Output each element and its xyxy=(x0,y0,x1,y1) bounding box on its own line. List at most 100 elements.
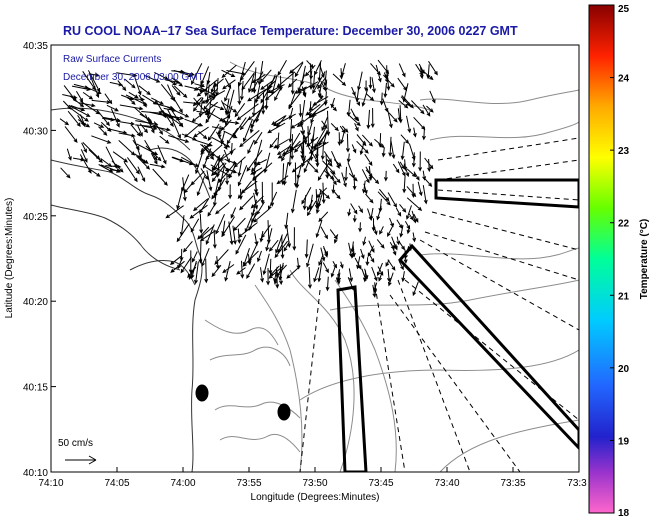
y-axis-ticks: 40:35 40:30 40:25 40:20 40:15 40:10 xyxy=(23,41,56,479)
current-vector-arrow xyxy=(66,148,72,161)
current-vector-arrow xyxy=(411,152,416,168)
current-vector-arrow xyxy=(278,262,284,281)
current-vector-arrow xyxy=(201,144,215,161)
current-vector-arrow xyxy=(274,240,288,259)
colorbar-label: Temperature (°C) xyxy=(639,219,650,300)
current-vector-arrow xyxy=(404,221,411,230)
current-vector-arrow xyxy=(162,109,174,128)
current-vector-arrow xyxy=(335,269,341,283)
current-vector-arrow xyxy=(339,125,346,134)
current-vector-arrow xyxy=(419,66,424,80)
current-vector-arrow xyxy=(153,121,164,135)
current-vector-arrow xyxy=(332,73,347,86)
current-vector-arrow xyxy=(167,109,174,121)
current-vector-arrow xyxy=(237,165,248,187)
current-vector-arrow xyxy=(190,260,197,279)
current-vector-arrow xyxy=(89,74,100,99)
surface-current-vectors xyxy=(59,59,438,298)
current-vector-arrow xyxy=(169,255,182,266)
current-vector-arrow xyxy=(210,103,225,111)
current-vector-arrow xyxy=(211,162,227,183)
current-vector-arrow xyxy=(308,146,319,164)
current-vector-arrow xyxy=(67,110,81,127)
current-vector-arrow xyxy=(296,257,301,270)
current-vector-arrow xyxy=(318,188,331,199)
current-vector-arrow xyxy=(240,180,258,194)
current-vector-arrow xyxy=(388,112,398,123)
current-vector-arrow xyxy=(211,136,231,148)
current-vector-arrow xyxy=(411,100,425,115)
current-vector-arrow xyxy=(368,76,373,90)
current-vector-arrow xyxy=(413,213,419,223)
current-vector-arrow xyxy=(321,116,328,132)
current-vector-arrow xyxy=(413,171,420,181)
current-vector-arrow xyxy=(205,108,216,124)
current-vector-arrow xyxy=(154,126,171,132)
colorbar-tick-label: 21 xyxy=(618,291,630,302)
current-vector-arrow xyxy=(398,105,403,124)
current-vector-arrow xyxy=(370,107,375,129)
current-vector-arrow xyxy=(317,84,322,98)
current-vector-arrow xyxy=(91,135,112,144)
current-vector-arrow xyxy=(321,182,326,204)
current-vector-arrow xyxy=(253,139,263,167)
current-vector-arrow xyxy=(118,140,136,156)
colorbar-tick-label: 20 xyxy=(618,364,630,375)
current-vector-arrow xyxy=(277,60,287,76)
current-vector-arrow xyxy=(236,267,246,275)
current-vector-arrow xyxy=(194,261,199,285)
y-tick-label: 40:35 xyxy=(23,41,48,52)
current-vector-arrow xyxy=(199,197,210,214)
current-vector-arrow xyxy=(215,77,219,97)
current-vector-arrow xyxy=(184,123,202,138)
current-vector-arrow xyxy=(398,260,404,271)
current-vector-arrow xyxy=(300,130,307,142)
current-vector-arrow xyxy=(307,160,319,174)
current-vector-arrow xyxy=(132,139,140,151)
current-vector-arrow xyxy=(248,73,255,93)
current-vector-arrow xyxy=(205,224,215,245)
current-vector-arrow xyxy=(239,61,255,82)
current-vector-arrow xyxy=(177,258,183,270)
current-vector-arrow xyxy=(59,118,70,126)
current-vector-arrow xyxy=(289,132,301,151)
current-vector-arrow xyxy=(201,248,210,267)
current-vector-arrow xyxy=(398,63,406,78)
legend-line-1: Raw Surface Currents xyxy=(63,54,161,65)
radar-beam-lines xyxy=(299,137,579,472)
current-vector-arrow xyxy=(142,94,158,105)
x-tick-label: 73:40 xyxy=(434,478,459,489)
current-vector-arrow xyxy=(398,241,406,251)
current-vector-arrow xyxy=(81,142,87,154)
current-vector-arrow xyxy=(222,264,235,274)
current-vector-arrow xyxy=(354,122,359,132)
current-vector-arrow xyxy=(256,80,276,100)
current-vector-arrow xyxy=(317,260,323,283)
current-vector-arrow xyxy=(110,108,120,128)
current-vector-arrow xyxy=(352,215,357,223)
current-vector-arrow xyxy=(200,66,210,85)
current-vector-arrow xyxy=(406,205,412,220)
current-vector-arrow xyxy=(232,117,247,138)
current-vector-arrow xyxy=(376,206,382,221)
current-vector-arrow xyxy=(330,265,336,278)
current-vector-arrow xyxy=(304,239,309,259)
x-tick-label: 73:45 xyxy=(368,478,393,489)
current-vector-arrow xyxy=(350,203,358,215)
current-vector-arrow xyxy=(181,174,190,193)
current-vector-arrow xyxy=(208,88,219,99)
current-vector-arrow xyxy=(323,70,328,87)
current-vector-arrow xyxy=(192,97,202,107)
current-vector-arrow xyxy=(318,254,324,267)
current-vector-arrow xyxy=(365,193,374,204)
current-vector-arrow xyxy=(309,70,314,80)
current-vector-arrow xyxy=(259,69,272,83)
current-vector-arrow xyxy=(242,119,253,143)
current-vector-arrow xyxy=(98,164,114,173)
current-vector-arrow xyxy=(424,178,433,187)
current-vector-arrow xyxy=(406,168,417,178)
current-vector-arrow xyxy=(239,80,244,101)
current-vector-arrow xyxy=(206,170,213,192)
y-tick-label: 40:25 xyxy=(23,212,48,223)
current-vector-arrow xyxy=(118,132,136,138)
